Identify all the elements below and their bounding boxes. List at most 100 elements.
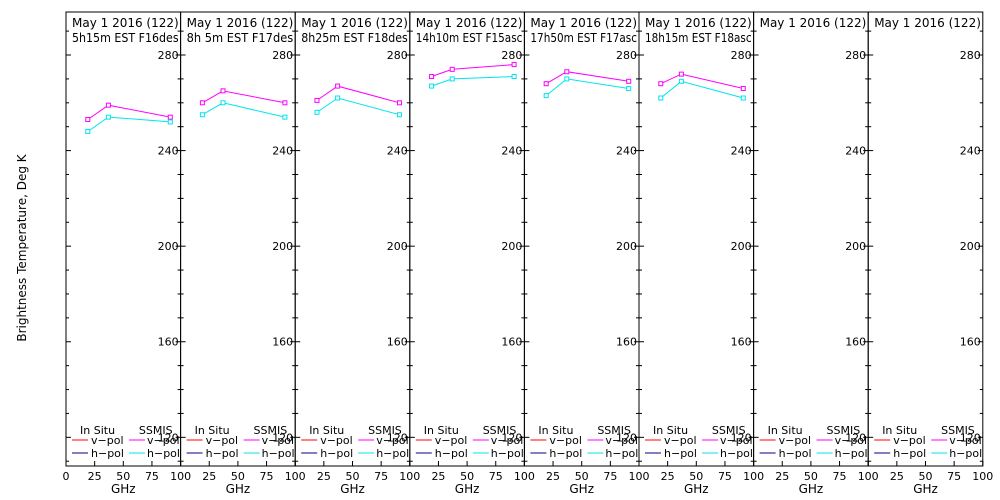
y-tick-label: 240 (731, 145, 752, 158)
y-tick-label: 200 (387, 240, 408, 253)
y-tick-label: 240 (616, 145, 637, 158)
panel: May 1 2016 (122)8h25m EST F18des 120 160 20… (294, 11, 420, 496)
y-tick-label: 200 (960, 240, 981, 253)
data-point (199, 112, 205, 118)
data-point (658, 81, 664, 87)
legend-ssmis-label: h−pol (147, 447, 180, 460)
x-tick-label: 100 (743, 470, 764, 483)
panel-pass-title: 17h50m EST F17asc (530, 31, 637, 45)
x-tick-label: 100 (514, 470, 535, 483)
y-tick-label: 240 (960, 145, 981, 158)
legend-ssmis-label: v−pol (376, 434, 409, 447)
x-tick-label: 100 (972, 470, 993, 483)
x-tick-label: 50 (919, 470, 933, 483)
x-tick-label: 75 (260, 470, 274, 483)
y-tick-label: 280 (731, 49, 752, 62)
y-tick-label: 280 (960, 49, 981, 62)
panel-pass-title: 14h10m EST F15asc (416, 31, 523, 45)
panel-date-title: May 1 2016 (122) (760, 16, 867, 30)
y-tick-label: 120 (272, 431, 293, 444)
legend-ssmis-label: v−pol (720, 434, 753, 447)
legend-ssmis-label: v−pol (491, 434, 524, 447)
y-tick-label: 280 (845, 49, 866, 62)
data-point (282, 114, 288, 120)
legend-insitu-label: h−pol (320, 447, 353, 460)
legend-insitu-label: v−pol (206, 434, 239, 447)
panel: May 1 2016 (122) 120 160 200 240 280 25 50 75 100… (867, 11, 993, 496)
y-tick-label: 280 (616, 49, 637, 62)
data-point (199, 100, 205, 106)
data-point (564, 69, 570, 75)
legend-ssmis-title: SSMIS (139, 424, 173, 437)
x-tick-label: 50 (689, 470, 703, 483)
panel-date-title: May 1 2016 (122) (874, 16, 981, 30)
legend-insitu-label: h−pol (779, 447, 812, 460)
y-tick-label: 160 (845, 336, 866, 349)
legend-ssmis-label: h−pol (491, 447, 524, 460)
data-point (105, 114, 111, 120)
y-tick-label: 120 (387, 431, 408, 444)
legend-insitu-label: v−pol (893, 434, 926, 447)
y-tick-label: 240 (387, 145, 408, 158)
x-tick-label: 75 (145, 470, 159, 483)
data-point (449, 66, 455, 72)
legend-insitu-title: In Situ (538, 424, 573, 437)
legend-insitu-title: In Situ (80, 424, 115, 437)
x-tick-label: 75 (603, 470, 617, 483)
legend-ssmis-label: h−pol (835, 447, 868, 460)
data-point (85, 128, 91, 134)
panel-date-title: May 1 2016 (122) (72, 16, 179, 30)
data-point (678, 78, 684, 84)
data-point (740, 85, 746, 91)
x-axis-label: GHz (913, 482, 938, 496)
legend-ssmis-label: v−pol (147, 434, 180, 447)
y-tick-label: 120 (960, 431, 981, 444)
panel: May 1 2016 (122)5h15m EST F16des 120 160 20… (63, 11, 191, 496)
x-tick-label: 25 (546, 470, 560, 483)
x-tick-label: 75 (718, 470, 732, 483)
y-tick-label: 240 (272, 145, 293, 158)
y-tick-label: 280 (501, 49, 522, 62)
x-tick-label: 75 (947, 470, 961, 483)
y-tick-label: 240 (845, 145, 866, 158)
data-point (543, 93, 549, 99)
x-axis-label: GHz (340, 482, 365, 496)
x-tick-label: 25 (202, 470, 216, 483)
x-axis-label: GHz (799, 482, 824, 496)
data-point (167, 119, 173, 125)
data-point (282, 100, 288, 106)
data-point (740, 95, 746, 101)
panel: May 1 2016 (122) 120 160 200 240 280 25 50 75 100… (753, 11, 879, 496)
x-tick-label: 50 (231, 470, 245, 483)
x-tick-label: 50 (346, 470, 360, 483)
x-axis-label: GHz (569, 482, 594, 496)
y-tick-label: 240 (158, 145, 179, 158)
data-point (429, 74, 435, 80)
legend-ssmis-title: SSMIS (254, 424, 288, 437)
y-tick-label: 120 (501, 431, 522, 444)
x-tick-label: 75 (374, 470, 388, 483)
data-point (396, 112, 402, 118)
x-tick-label: 25 (431, 470, 445, 483)
data-point (167, 114, 173, 120)
panel-date-title: May 1 2016 (122) (416, 16, 523, 30)
legend-insitu-label: v−pol (779, 434, 812, 447)
x-tick-label: 50 (575, 470, 589, 483)
x-tick-label: 25 (317, 470, 331, 483)
panel-pass-title: 18h15m EST F18asc (645, 31, 752, 45)
x-tick-label: 25 (88, 470, 102, 483)
x-axis-label: GHz (111, 482, 136, 496)
legend-ssmis-label: v−pol (949, 434, 982, 447)
x-axis-label: GHz (226, 482, 251, 496)
legend-insitu-label: v−pol (91, 434, 124, 447)
legend-ssmis-label: v−pol (262, 434, 295, 447)
x-tick-label: 50 (460, 470, 474, 483)
legend-insitu-label: v−pol (549, 434, 582, 447)
legend-insitu-label: h−pol (893, 447, 926, 460)
data-point (626, 85, 632, 91)
legend-insitu-label: h−pol (435, 447, 468, 460)
legend-insitu-title: In Situ (309, 424, 344, 437)
